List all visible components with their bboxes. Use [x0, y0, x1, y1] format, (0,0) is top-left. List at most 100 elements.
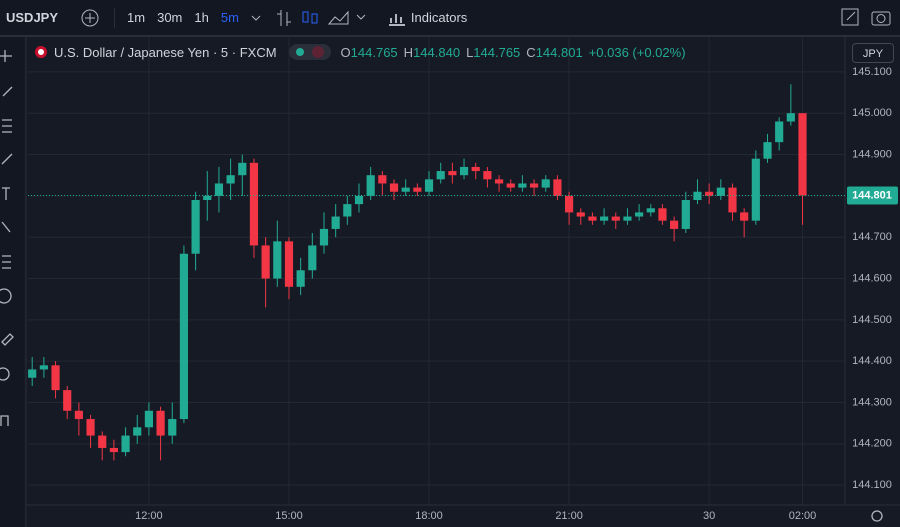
- y-tick-label: 144.100: [852, 479, 892, 491]
- candle-body: [168, 419, 177, 436]
- legend-label: H: [403, 44, 414, 60]
- flag: [35, 46, 47, 58]
- text-tool[interactable]: [2, 187, 10, 200]
- tool-icons: [0, 50, 883, 522]
- separator: [114, 7, 116, 28]
- candle-body: [740, 212, 749, 221]
- candle-body: [226, 175, 235, 184]
- pattern-tool[interactable]: [1, 221, 11, 233]
- candle-body: [541, 179, 550, 188]
- y-tick-label: 145.100: [852, 66, 892, 78]
- ruler-tool[interactable]: [1, 333, 14, 346]
- y-tick-label: 144.300: [852, 396, 892, 408]
- brush-tool[interactable]: [1, 153, 13, 165]
- x-tick-label: 12:00: [135, 510, 163, 522]
- candle-body: [483, 171, 492, 180]
- emoji-tool[interactable]: [0, 288, 12, 304]
- status-badge: [288, 44, 331, 60]
- y-tick-label: 144.700: [852, 231, 892, 243]
- y-tick-label: 144.200: [852, 438, 892, 450]
- chart-style-buttons[interactable]: [273, 6, 383, 30]
- fib-tool[interactable]: [2, 119, 12, 133]
- forecast-tool[interactable]: [2, 255, 11, 269]
- candle-body: [623, 216, 632, 221]
- interval[interactable]: 30m: [157, 10, 183, 25]
- candle-body: [191, 200, 200, 254]
- add-symbol[interactable]: [80, 8, 100, 28]
- candle-body: [600, 216, 609, 221]
- legend-title: U.S. Dollar / Japanese Yen · 5 · FXCM: [54, 44, 277, 60]
- x-tick-label: 18:00: [415, 510, 443, 522]
- legend-value: 144.840: [413, 44, 461, 60]
- candle-body: [238, 162, 247, 176]
- candle-body: [86, 419, 95, 436]
- legend-label: C: [526, 44, 536, 60]
- indicators[interactable]: Indicators: [410, 10, 468, 25]
- x-tick-label: 15:00: [275, 510, 303, 522]
- magnet-tool[interactable]: [0, 415, 9, 426]
- candle-body: [751, 158, 760, 221]
- x-tick-label: 02:00: [789, 510, 817, 522]
- interval[interactable]: 1h: [194, 10, 209, 25]
- candle-body: [63, 390, 72, 411]
- interval[interactable]: 1m: [127, 10, 146, 25]
- interval[interactable]: 5m: [220, 10, 239, 25]
- candle-body: [133, 427, 142, 436]
- candle-body: [775, 121, 784, 143]
- last-price-tag: [847, 186, 898, 205]
- y-tick-label: 145.000: [852, 107, 892, 119]
- candle-body: [39, 365, 48, 370]
- candle-body: [354, 195, 364, 205]
- line-tool[interactable]: [2, 86, 13, 97]
- candle-body: [529, 183, 539, 188]
- candle-body: [378, 175, 387, 184]
- candle-body: [366, 175, 375, 196]
- last-price-label: 144.801: [852, 189, 892, 201]
- candle-body: [553, 179, 562, 196]
- legend-value: 144.801: [535, 44, 583, 60]
- candle-body: [144, 410, 154, 428]
- candle-body: [413, 187, 422, 192]
- candle-body: [670, 220, 679, 229]
- candle-body: [331, 216, 340, 229]
- candle-body: [681, 200, 690, 229]
- candle-body: [436, 171, 445, 180]
- settings[interactable]: [871, 510, 883, 522]
- candle-body: [716, 187, 725, 196]
- candle-body: [98, 435, 107, 448]
- currency-button[interactable]: JPY: [852, 43, 894, 63]
- zoom-tool[interactable]: [0, 367, 10, 381]
- interval-menu[interactable]: [249, 11, 263, 25]
- y-tick-label: 144.500: [852, 314, 892, 326]
- candle-body: [763, 142, 772, 159]
- x-tick-label: 21:00: [555, 510, 583, 522]
- candle-body: [284, 241, 294, 287]
- candle-body: [588, 216, 597, 221]
- candle-body: [611, 216, 620, 221]
- symbol[interactable]: USDJPY: [6, 10, 59, 25]
- candle-body: [576, 212, 585, 217]
- candle-body: [121, 435, 130, 453]
- candle-body: [74, 410, 83, 420]
- candle-body: [203, 195, 212, 201]
- candle-body: [494, 179, 504, 184]
- y-tick-label: 144.400: [852, 355, 892, 367]
- left-toolbar: [0, 37, 24, 527]
- candle-body: [728, 187, 737, 213]
- candle-body: [51, 365, 60, 391]
- candle-body: [261, 245, 270, 279]
- candle-body: [565, 195, 574, 213]
- crosshair-tool[interactable]: [0, 50, 12, 62]
- legend-value: 144.765: [473, 44, 521, 60]
- candle-body: [296, 270, 305, 287]
- right-buttons[interactable]: [836, 6, 896, 30]
- candle-body: [28, 369, 37, 378]
- x-tick-label: 30: [703, 510, 715, 522]
- indicators-icon[interactable]: [387, 8, 407, 28]
- y-tick-label: 144.600: [852, 272, 892, 284]
- legend-change: +0.036 (+0.02%): [588, 44, 686, 60]
- candle-body: [319, 228, 329, 246]
- y-tick-label: 144.900: [852, 148, 892, 160]
